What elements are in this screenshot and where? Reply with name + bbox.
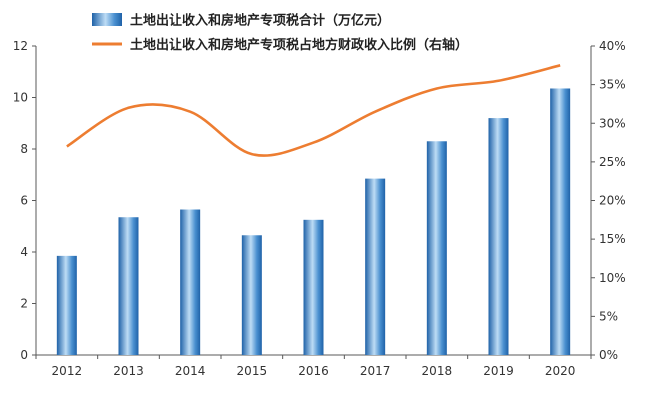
bar-2017 [365,178,386,355]
right-axis-ticks: 0% 5% 10% 15% 20% 25% 30% 35% 40% [591,39,626,362]
bar-2019 [488,118,509,355]
bar-2018 [426,141,447,355]
x-axis-tick-labels: 2012 2013 2014 2015 2016 2017 2018 2019 2020 [35,355,592,378]
right-tick-label: 35% [599,78,626,92]
x-tick-label: 2012 [52,364,83,378]
bar-2015 [241,235,262,355]
line-series [66,64,561,157]
right-tick-label: 40% [599,39,626,53]
x-tick-label: 2015 [237,364,268,378]
ratio-line [66,64,561,157]
right-tick-label: 25% [599,155,626,169]
right-tick-label: 5% [599,309,618,323]
bar-series [56,88,571,356]
x-tick-label: 2016 [298,364,329,378]
left-tick-label: 12 [13,39,28,53]
left-tick-label: 8 [20,142,28,156]
legend-line-label: 土地出让收入和房地产专项税占地方财政收入比例（右轴） [130,37,468,53]
x-tick-label: 2020 [545,364,576,378]
right-tick-label: 0% [599,348,618,362]
left-tick-label: 2 [20,297,28,311]
legend: 土地出让收入和房地产专项税合计（万亿元） 土地出让收入和房地产专项税占地方财政收… [92,13,468,53]
bar-2020 [550,88,571,356]
x-tick-label: 2014 [175,364,206,378]
x-tick-label: 2017 [360,364,391,378]
right-tick-label: 20% [599,194,626,208]
x-tick-label: 2019 [483,364,514,378]
bar-2016 [303,219,324,355]
left-tick-label: 4 [20,245,28,259]
bar-2012 [56,255,77,355]
left-axis-ticks: 0 2 4 6 8 10 12 [13,39,36,362]
x-tick-label: 2013 [113,364,144,378]
legend-bar-label: 土地出让收入和房地产专项税合计（万亿元） [130,13,390,29]
legend-bar-swatch [92,13,122,26]
left-tick-label: 10 [13,91,28,105]
right-tick-label: 15% [599,232,626,246]
bar-2013 [118,217,139,355]
right-tick-label: 30% [599,116,626,130]
bar-2014 [180,209,201,355]
x-tick-label: 2018 [422,364,453,378]
left-tick-label: 6 [20,194,28,208]
right-tick-label: 10% [599,271,626,285]
left-tick-label: 0 [20,348,28,362]
